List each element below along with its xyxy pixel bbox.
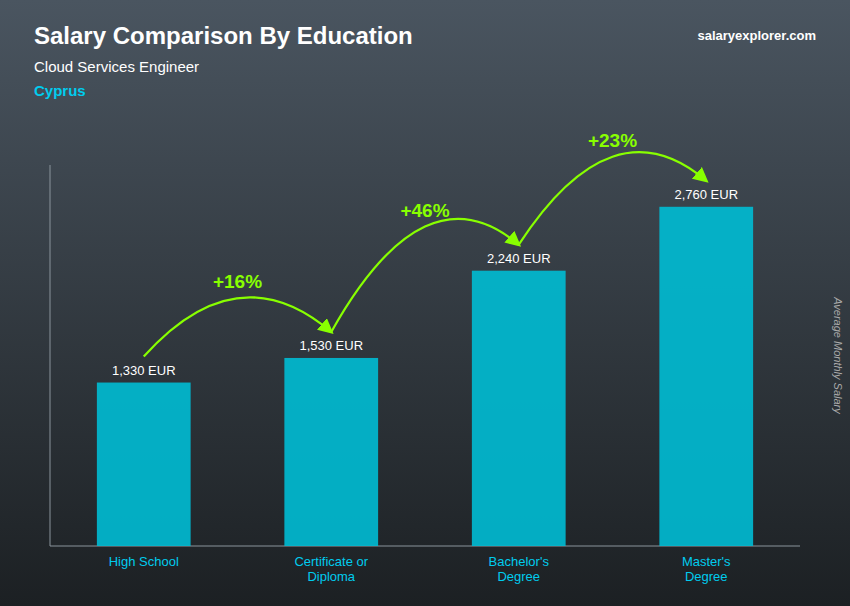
data-label: 2,760 EUR [674, 187, 738, 202]
source: salaryexplorer.com [697, 28, 816, 43]
x-tick-label: High School [109, 554, 179, 569]
change-arrow [331, 219, 519, 332]
bars [97, 207, 753, 546]
bar [284, 358, 378, 546]
y-axis-line [50, 165, 51, 546]
data-label: 1,530 EUR [299, 338, 363, 353]
change-arrow [519, 152, 707, 244]
x-tick-label: Bachelor'sDegree [489, 554, 550, 584]
x-tick-label: Master'sDegree [682, 554, 731, 584]
data-label: 2,240 EUR [487, 251, 551, 266]
chart: Salary Comparison By Education Cloud Serv… [0, 0, 850, 606]
background [0, 0, 850, 606]
data-label: 1,330 EUR [112, 363, 176, 378]
title: Salary Comparison By Education [34, 22, 413, 49]
change-label: +23% [588, 130, 637, 151]
y-axis-label: Average Monthly Salary [832, 296, 844, 415]
x-tick-label: Certificate orDiploma [294, 554, 368, 584]
country: Cyprus [34, 82, 86, 99]
bar [659, 207, 753, 546]
change-label: +46% [400, 200, 449, 221]
bar [472, 271, 566, 546]
bar [97, 383, 191, 546]
subtitle: Cloud Services Engineer [34, 58, 199, 75]
change-arrow [144, 297, 332, 356]
change-label: +16% [213, 271, 262, 292]
